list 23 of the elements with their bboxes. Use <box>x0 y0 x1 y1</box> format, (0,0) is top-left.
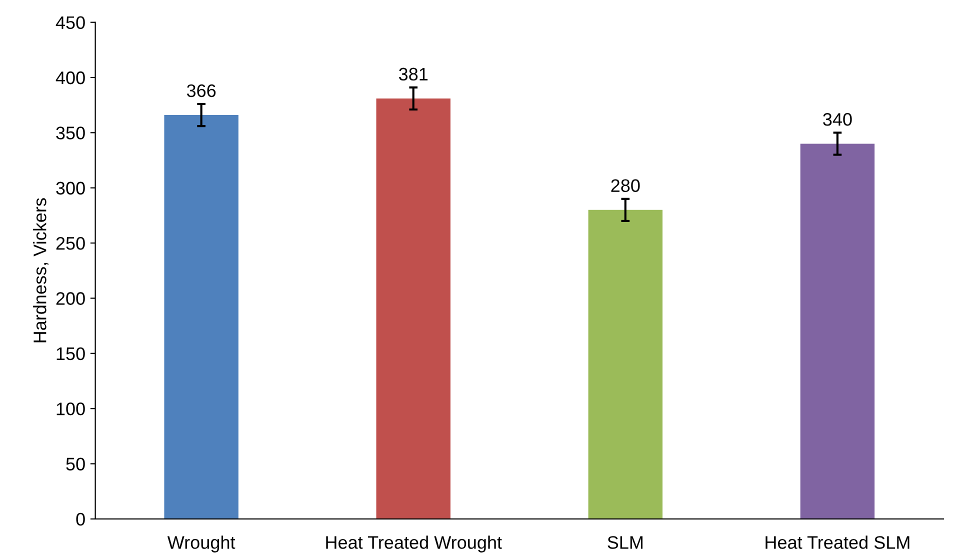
data-label: 340 <box>823 113 852 126</box>
y-tick-label: 400 <box>56 71 85 84</box>
y-axis-title: Hardness, Vickers <box>33 198 48 342</box>
y-tick-label: 150 <box>56 347 85 360</box>
y-tick-label: 50 <box>66 458 85 470</box>
bar <box>164 115 238 519</box>
data-label: 280 <box>611 179 640 192</box>
y-tick-label: 0 <box>76 512 85 526</box>
data-label: 366 <box>186 84 216 98</box>
x-tick-label: Heat Treated SLM <box>766 536 910 549</box>
y-tick-label: 100 <box>56 402 85 416</box>
x-tick-label: Wrought <box>167 536 236 552</box>
bar <box>588 210 663 519</box>
y-tick-label: 350 <box>56 126 85 140</box>
data-label: 381 <box>398 68 428 81</box>
x-tick-label: Heat Treated Wrought <box>326 536 502 552</box>
bar <box>800 144 875 519</box>
bar <box>376 98 450 519</box>
y-tick-label: 200 <box>56 292 85 305</box>
y-tick-label: 450 <box>56 16 85 30</box>
x-tick-label: SLM <box>608 536 642 549</box>
y-tick-label: 300 <box>56 182 85 195</box>
y-tick-label: 250 <box>56 236 85 250</box>
